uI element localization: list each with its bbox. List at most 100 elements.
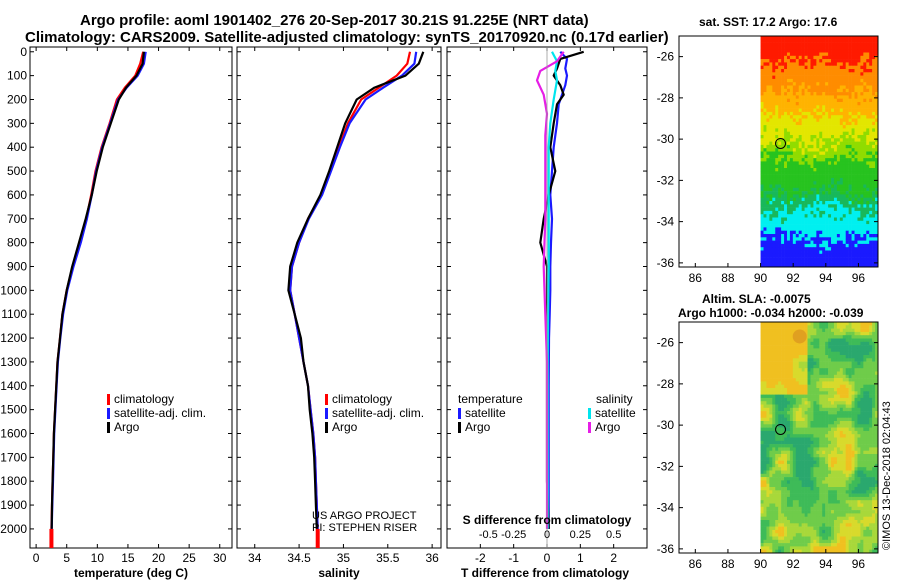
sst_map-cell (869, 78, 873, 83)
sla_map-cell (778, 335, 782, 339)
title-line-1: Argo profile: aoml 1901402_276 20-Sep-20… (80, 12, 589, 29)
sst_map-cell (839, 128, 844, 132)
sst_map-cell (801, 154, 805, 159)
sst_map-cell (798, 187, 802, 192)
sst_map-cell (857, 49, 861, 53)
sst_map-cell (769, 65, 773, 70)
sst_map-cell (769, 95, 773, 99)
sla_map-cell (825, 463, 829, 468)
sla_map-cell (828, 460, 832, 465)
sst_map-cell (828, 69, 832, 73)
sst_map-cell (831, 138, 835, 142)
sst_map-cell (822, 184, 826, 189)
sla_map-cell (828, 411, 832, 415)
sla_map-cell (836, 467, 841, 471)
sst_map-cell (766, 144, 770, 149)
sla_map-cell (781, 345, 785, 349)
sla_map-cell (772, 368, 776, 372)
sst_map-cell (851, 217, 855, 222)
sst_map-cell (872, 55, 876, 60)
sst_map-cell (807, 257, 811, 261)
sst_map-frame (678, 35, 879, 268)
sst_map-cell (836, 52, 841, 57)
sst_map-cell (822, 168, 826, 172)
sst_map-cell (778, 247, 782, 251)
sst_map-cell (831, 217, 835, 222)
sla_map-cell (872, 358, 876, 362)
sla_map-cell (784, 440, 788, 445)
sla_map-cell (857, 381, 861, 385)
sla_map-cell (801, 371, 805, 376)
sla_map-cell (807, 358, 811, 362)
sst_map-cell (875, 151, 879, 156)
sla_map-cell (766, 447, 770, 451)
sst_map-cell (769, 118, 773, 123)
sst_map-cell (766, 181, 770, 185)
sst_map-cell (860, 158, 864, 162)
sst_map-cell (860, 45, 864, 50)
sst_map-cell (833, 227, 838, 231)
sst_map-cell (875, 253, 879, 258)
sst_map-cell (857, 135, 861, 139)
sla_map-cell (833, 378, 838, 382)
sst_map-cell (801, 36, 805, 40)
sla_map-cell (795, 355, 800, 359)
sla_map-cell (810, 341, 814, 346)
sla_map-cell (825, 414, 829, 418)
sla_map-cell (875, 368, 879, 372)
sst_map-cell (769, 69, 773, 73)
sst_map-cell (772, 49, 776, 53)
sla_map-cell (854, 411, 858, 415)
sst_map-cell (866, 115, 870, 119)
sst_map-cell (810, 181, 814, 185)
sla_map-cell (763, 355, 767, 359)
sla_map-cell (854, 394, 858, 399)
sla_map-cell (778, 322, 782, 326)
sla_map-cell (807, 437, 811, 442)
sla_map-cell (825, 381, 829, 385)
sla_map-cell (839, 368, 844, 372)
sla_map-cell (766, 381, 770, 385)
sla_map-cell (792, 358, 797, 362)
sla_map-cell (831, 364, 835, 369)
sla_map-cell (842, 434, 847, 438)
sst_map-cell (781, 237, 785, 241)
sla_map-cell (766, 437, 770, 442)
sla_map-cell (804, 417, 808, 422)
sla_map-cell (863, 437, 867, 442)
sla_map-cell (763, 430, 767, 435)
salinity-frame (236, 46, 442, 549)
sst_map-cell (857, 253, 861, 258)
sst_map-cell (825, 72, 829, 76)
sst_map-cell (798, 82, 802, 86)
sst_map-cell (763, 217, 767, 222)
sla_map-cell (775, 407, 779, 412)
sst_map-cell (854, 164, 858, 169)
sla_map-cell (766, 348, 770, 352)
sla_map-cell (863, 430, 867, 435)
sst_map-cell (854, 250, 858, 255)
sla_map-cell (822, 463, 826, 468)
sst_map-cell (769, 164, 773, 169)
sst_map-cell (863, 78, 867, 83)
sla_map-cell (836, 397, 841, 402)
sla_map-cell (869, 371, 873, 376)
sla_map-cell (825, 434, 829, 438)
sla_map-cell (839, 427, 844, 432)
sla_map-cell (872, 388, 876, 392)
sst_map-cell (825, 201, 829, 205)
sst_map-cell (781, 253, 785, 258)
sst_map-cell (784, 234, 788, 238)
sst_map-cell (807, 177, 811, 182)
sla_map-cell (822, 444, 826, 448)
sst_map-cell (819, 207, 823, 212)
sla_map-cell (828, 371, 832, 376)
sla_map-cell (836, 407, 841, 412)
sla_map-cell (822, 473, 826, 478)
sst_map-cell (789, 151, 794, 156)
sst_map-cell (763, 181, 767, 185)
sla_map-cell (784, 417, 788, 422)
sst_map-cell (775, 111, 779, 116)
sla_map-cell (769, 414, 773, 418)
sst_map-cell (854, 121, 858, 126)
